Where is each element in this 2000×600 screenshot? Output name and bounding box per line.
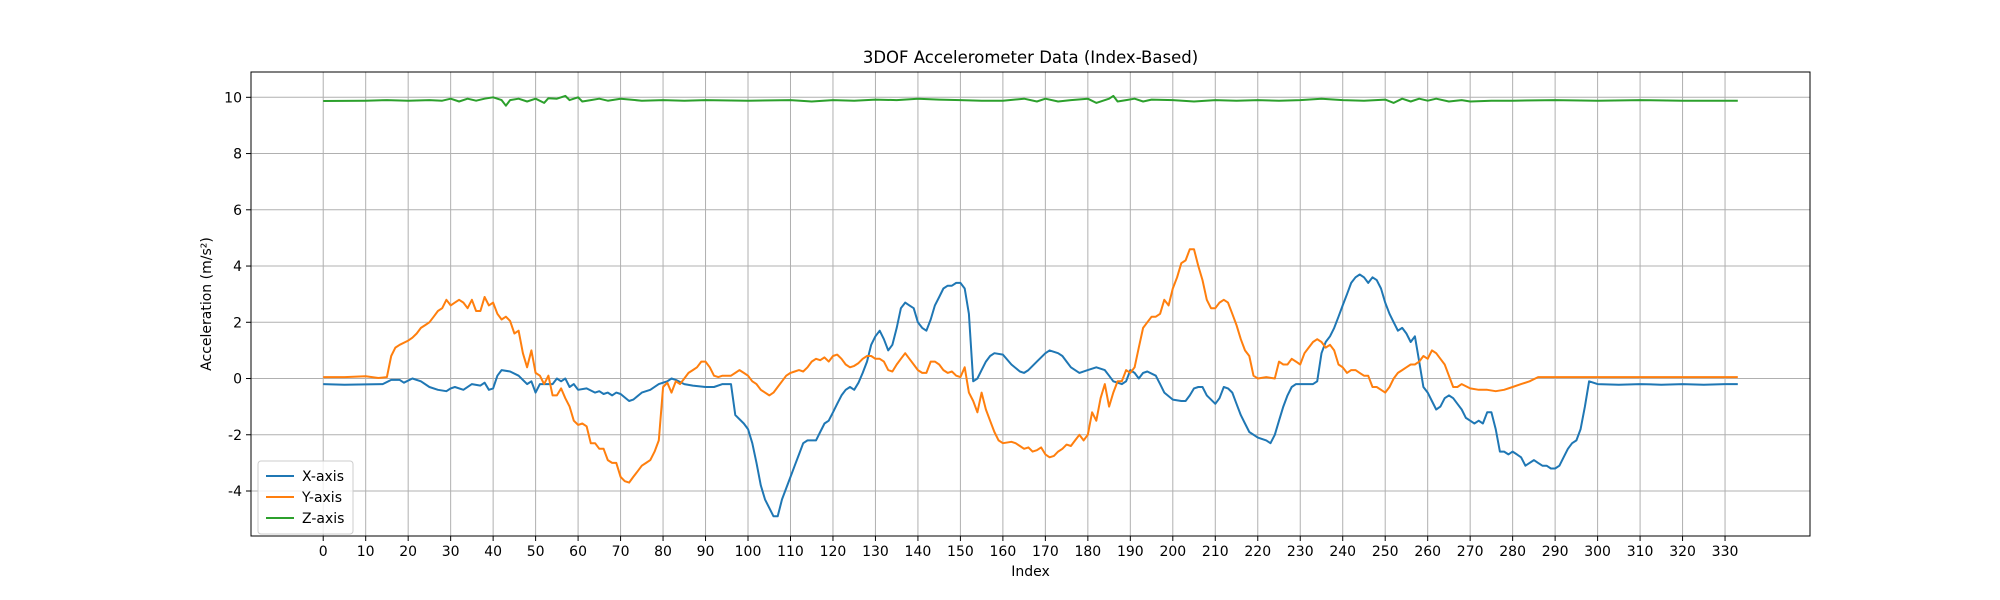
legend-label: Z-axis xyxy=(302,511,344,527)
x-tick-label: 190 xyxy=(1117,544,1144,560)
legend-label: X-axis xyxy=(302,469,344,485)
y-tick-label: 8 xyxy=(233,147,242,163)
x-tick-label: 100 xyxy=(735,544,762,560)
x-tick-label: 250 xyxy=(1372,544,1399,560)
y-tick-label: -4 xyxy=(228,484,242,500)
x-tick-label: 60 xyxy=(569,544,587,560)
grid xyxy=(251,72,1810,536)
x-tick-label: 0 xyxy=(319,544,328,560)
plot-frame xyxy=(250,71,1811,537)
x-tick-label: 20 xyxy=(399,544,417,560)
x-tick-label: 280 xyxy=(1499,544,1526,560)
x-tick-label: 270 xyxy=(1457,544,1484,560)
x-tick-label: 180 xyxy=(1074,544,1101,560)
x-tick-label: 240 xyxy=(1329,544,1356,560)
x-tick-label: 170 xyxy=(1032,544,1059,560)
x-tick-label: 120 xyxy=(820,544,847,560)
x-tick-label: 90 xyxy=(697,544,715,560)
x-tick-label: 230 xyxy=(1287,544,1314,560)
y-tick-label: 4 xyxy=(233,259,242,275)
x-tick-label: 140 xyxy=(905,544,932,560)
y-tick-label: 10 xyxy=(224,90,242,106)
y-tick-label: 0 xyxy=(233,372,242,388)
x-tick-label: 30 xyxy=(442,544,460,560)
x-tick-label: 200 xyxy=(1159,544,1186,560)
x-tick-label: 260 xyxy=(1414,544,1441,560)
legend-box xyxy=(257,460,354,535)
x-tick-label: 70 xyxy=(612,544,630,560)
series-line-z-axis xyxy=(323,94,1738,107)
y-tick-label: 2 xyxy=(233,315,242,331)
chart-title: 3DOF Accelerometer Data (Index-Based) xyxy=(863,48,1198,67)
y-tick-label: -2 xyxy=(228,428,242,444)
y-tick-label: 6 xyxy=(233,203,242,219)
y-axis-label: Acceleration (m/s²) xyxy=(199,237,215,371)
x-tick-label: 310 xyxy=(1627,544,1654,560)
x-tick-label: 220 xyxy=(1244,544,1271,560)
x-tick-label: 10 xyxy=(357,544,375,560)
x-tick-label: 40 xyxy=(484,544,502,560)
x-tick-label: 290 xyxy=(1542,544,1569,560)
x-tick-label: 110 xyxy=(777,544,804,560)
legend-label: Y-axis xyxy=(301,490,342,506)
ticks: 0 10 20 30 40 50 60 70 80 90 100 110 120 130 140 150 160… xyxy=(224,90,1738,560)
x-tick-label: 80 xyxy=(654,544,672,560)
x-tick-label: 150 xyxy=(947,544,974,560)
series-line-x-axis xyxy=(323,273,1738,518)
x-axis-label: Index xyxy=(1011,564,1050,580)
series-line-y-axis xyxy=(323,248,1738,484)
x-tick-label: 320 xyxy=(1669,544,1696,560)
x-tick-label: 300 xyxy=(1584,544,1611,560)
series-lines xyxy=(323,94,1738,518)
x-tick-label: 160 xyxy=(990,544,1017,560)
x-tick-label: 130 xyxy=(862,544,889,560)
x-tick-label: 330 xyxy=(1712,544,1739,560)
x-tick-label: 50 xyxy=(527,544,545,560)
legend: X-axis Y-axis Z-axis xyxy=(257,460,354,535)
x-tick-label: 210 xyxy=(1202,544,1229,560)
